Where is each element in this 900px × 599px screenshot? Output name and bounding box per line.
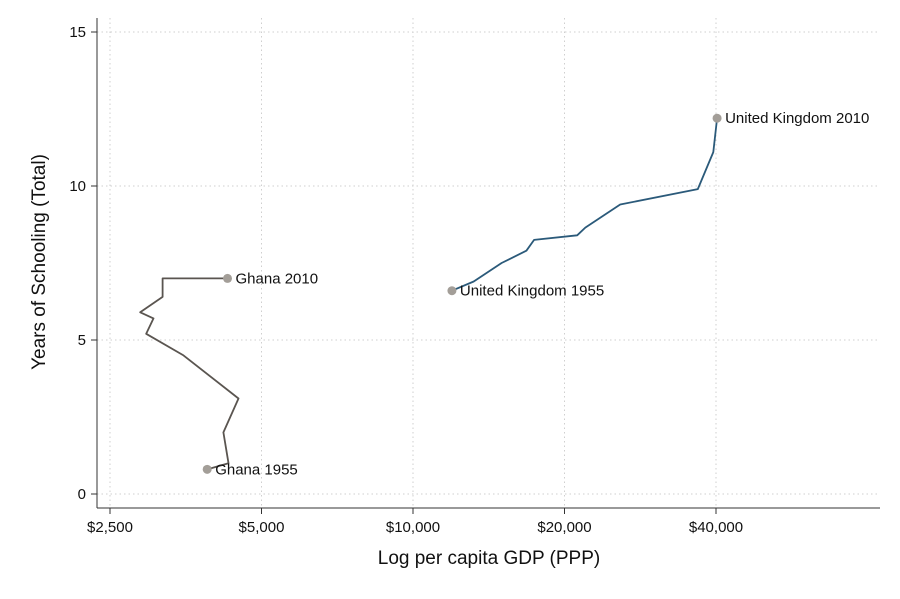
series-line	[451, 118, 718, 292]
point-label-start: Ghana 1955	[215, 461, 298, 478]
endpoint-marker-start	[202, 464, 212, 474]
x-tick-label: $10,000	[386, 519, 440, 536]
endpoint-marker-start	[447, 286, 457, 296]
series-line	[139, 277, 240, 471]
y-tick-label: 15	[69, 24, 86, 41]
y-axis-title: Years of Schooling (Total)	[29, 154, 50, 370]
x-tick-label: $2,500	[87, 519, 133, 536]
axes: $2,500 $5,000 $10,000 $20,000 $40,000 0 5 10 15	[69, 18, 880, 536]
endpoint-marker-end	[712, 113, 722, 123]
point-label-start: United Kingdom 1955	[460, 283, 604, 300]
x-axis-title: Log per capita GDP (PPP)	[378, 548, 600, 569]
point-label-end: Ghana 2010	[236, 270, 319, 287]
series-1: United Kingdom 1955 United Kingdom 2010	[447, 110, 869, 300]
gridlines	[97, 18, 880, 508]
point-label-end: United Kingdom 2010	[725, 110, 869, 127]
y-tick-label: 10	[69, 178, 86, 195]
endpoint-marker-end	[223, 273, 233, 283]
x-tick-label: $5,000	[239, 519, 285, 536]
x-tick-label: $20,000	[537, 519, 591, 536]
y-tick-label: 5	[78, 332, 86, 349]
x-tick-label: $40,000	[689, 519, 743, 536]
series-0: Ghana 1955 Ghana 2010	[139, 270, 319, 478]
y-tick-label: 0	[78, 486, 86, 503]
